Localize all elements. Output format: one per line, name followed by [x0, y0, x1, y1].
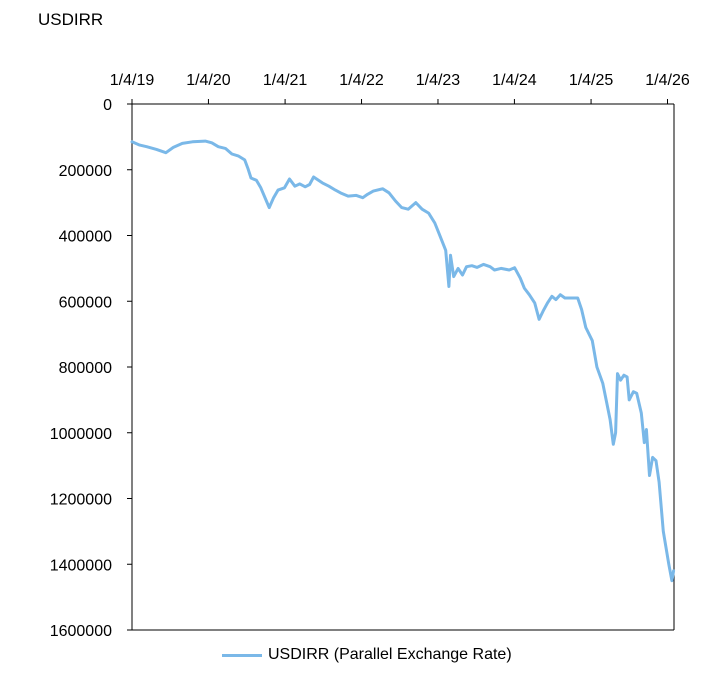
series-line-usdirr [130, 139, 676, 583]
y-tick-label: 600000 [59, 294, 112, 311]
y-tick-label: 1400000 [50, 557, 112, 574]
legend: USDIRR (Parallel Exchange Rate) [222, 646, 512, 664]
x-tick-label: 1/4/20 [186, 72, 231, 89]
line-chart: 0 200000 400000 600000 800000 1000000 1200000 1… [50, 72, 690, 640]
y-tick-label: 200000 [59, 163, 112, 180]
y-tick-label: 0 [103, 97, 112, 114]
x-tick-label: 1/4/26 [645, 72, 690, 89]
x-tick-label: 1/4/25 [569, 72, 614, 89]
legend-line-swatch [222, 653, 262, 657]
x-tick-label: 1/4/19 [110, 72, 155, 89]
y-tick-label: 1200000 [50, 492, 112, 509]
x-tick-label: 1/4/22 [339, 72, 384, 89]
y-tick-label: 1600000 [50, 623, 112, 640]
x-tick-label: 1/4/21 [263, 72, 308, 89]
x-tick-label: 1/4/23 [416, 72, 461, 89]
y-tick-label: 400000 [59, 229, 112, 246]
y-tick-label: 1000000 [50, 426, 112, 443]
legend-label: USDIRR (Parallel Exchange Rate) [268, 646, 512, 663]
y-tick-label: 800000 [59, 360, 112, 377]
chart-title: USDIRR [38, 10, 104, 29]
x-tick-label: 1/4/24 [492, 72, 537, 89]
